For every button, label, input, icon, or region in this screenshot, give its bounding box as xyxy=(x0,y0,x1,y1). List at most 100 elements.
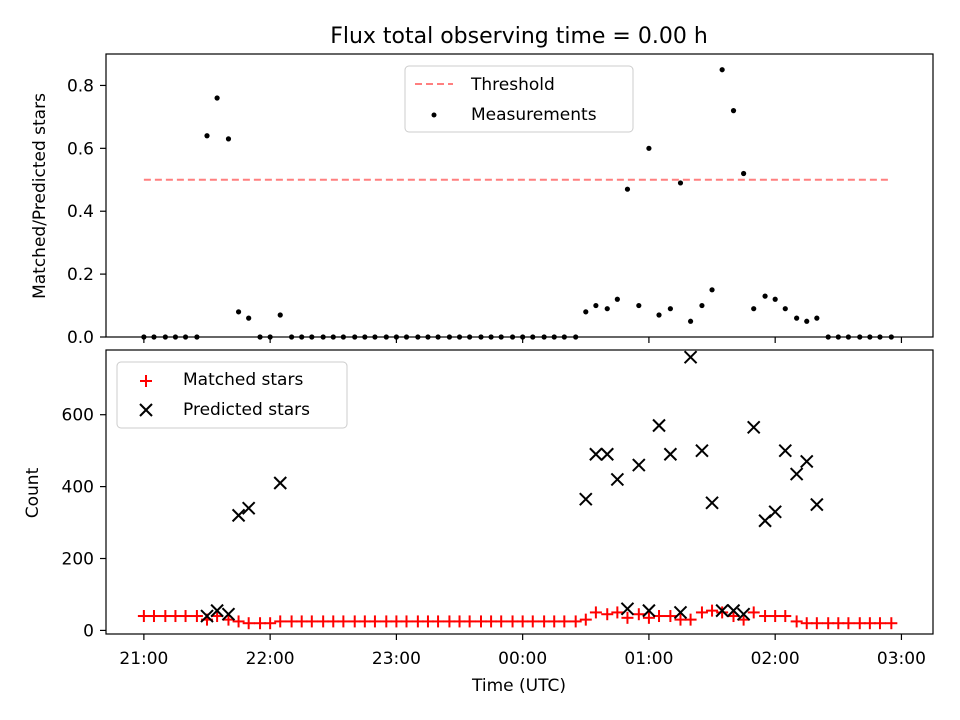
top-y-tick-label: 0.0 xyxy=(67,328,94,348)
measurement-point xyxy=(677,180,684,186)
bottom-panel: 0 200 400 600 21:00 22:00 23:00 00:00 01:00 02:0… xyxy=(23,349,934,696)
matched-star-point xyxy=(232,615,245,628)
legend-predicted-label: Predicted stars xyxy=(183,400,310,420)
bottom-x-tick-label: 23:00 xyxy=(372,649,421,669)
matched-star-point xyxy=(137,610,150,623)
measurement-point xyxy=(782,306,788,312)
matched-star-point xyxy=(769,610,782,623)
matched-star-point xyxy=(695,606,708,619)
predicted-star-point xyxy=(726,603,741,618)
matched-star-point xyxy=(254,617,267,630)
matched-star-point xyxy=(327,615,340,628)
matched-star-point xyxy=(516,615,529,628)
matched-star-point xyxy=(411,615,424,628)
matched-star-point xyxy=(674,613,687,626)
matched-star-point xyxy=(390,615,403,628)
top-panel: Flux total observing time = 0.00 h 0.00.… xyxy=(30,24,934,348)
matched-star-point xyxy=(642,611,655,624)
matched-star-point xyxy=(474,615,487,628)
predicted-star-point xyxy=(768,505,782,519)
matched-star-point xyxy=(800,617,813,630)
predicted-star-point xyxy=(200,609,214,623)
matched-star-point xyxy=(443,615,456,628)
measurement-point xyxy=(709,287,715,293)
matched-star-point xyxy=(842,617,855,630)
matched-star-point xyxy=(885,617,898,630)
measurement-point xyxy=(667,306,673,312)
matched-star-point xyxy=(285,615,298,628)
bottom-x-axis-label: Time (UTC) xyxy=(471,676,566,696)
top-legend-box xyxy=(404,65,634,133)
measurement-point xyxy=(593,302,599,309)
bottom-data-marks xyxy=(137,350,898,630)
measurement-point xyxy=(604,306,610,312)
matched-star-point xyxy=(317,615,330,628)
predicted-star-point xyxy=(683,350,698,364)
predicted-star-point xyxy=(273,476,287,490)
measurement-point xyxy=(225,136,232,142)
bottom-y-axis: 0 200 400 600 xyxy=(62,406,106,641)
matched-star-point xyxy=(400,615,413,628)
matched-star-point xyxy=(853,617,866,630)
bottom-x-tick-label: 22:00 xyxy=(246,649,295,669)
top-y-tick-label: 0.8 xyxy=(67,76,94,96)
matched-star-point xyxy=(790,615,803,628)
top-data-marks xyxy=(141,67,894,340)
matched-star-point xyxy=(169,610,182,623)
measurement-point xyxy=(687,318,694,324)
matched-star-point xyxy=(589,606,602,619)
predicted-star-point xyxy=(610,472,625,487)
legend-predicted-marker xyxy=(139,403,153,417)
predicted-star-point xyxy=(231,508,246,523)
matched-star-point xyxy=(432,615,445,628)
matched-star-point xyxy=(295,615,308,628)
predicted-star-point xyxy=(600,447,614,461)
predicted-star-point xyxy=(695,443,709,458)
matched-star-point xyxy=(664,610,677,623)
matched-star-point xyxy=(147,610,160,623)
predicted-star-point xyxy=(579,492,593,506)
predicted-star-point xyxy=(810,497,824,512)
matched-star-point xyxy=(579,613,592,626)
predicted-star-point xyxy=(589,447,603,461)
bottom-x-tick-label: 21:00 xyxy=(119,649,168,669)
predicted-star-point xyxy=(652,418,666,433)
matched-star-point xyxy=(706,604,719,617)
measurement-point xyxy=(277,312,283,318)
matched-star-point xyxy=(716,606,729,619)
matched-star-point xyxy=(863,617,876,630)
matched-star-point xyxy=(348,615,361,628)
matched-star-point xyxy=(747,606,760,619)
measurement-point xyxy=(804,318,810,324)
top-y-axis-label: Matched/Predicted stars xyxy=(30,93,50,299)
matched-star-point xyxy=(190,610,203,623)
matched-star-point xyxy=(832,617,845,630)
predicted-star-point xyxy=(210,603,224,618)
measurement-point xyxy=(636,302,642,309)
matched-star-point xyxy=(810,617,823,630)
bottom-y-tick-label: 400 xyxy=(62,478,94,498)
matched-star-point xyxy=(538,615,551,628)
matched-star-point xyxy=(264,617,277,630)
matched-star-point xyxy=(421,615,434,628)
bottom-x-axis: 21:00 22:00 23:00 00:00 01:00 02:00 03:00 xyxy=(119,634,926,669)
matched-star-point xyxy=(368,615,381,628)
measurement-point xyxy=(741,170,747,177)
matched-star-point xyxy=(526,615,539,628)
predicted-star-point xyxy=(736,607,751,621)
bottom-axes-frame xyxy=(105,349,934,635)
measurement-point xyxy=(730,108,737,114)
top-y-tick-label: 0.6 xyxy=(67,139,94,159)
measurement-point xyxy=(719,67,725,73)
bottom-x-tick-label: 02:00 xyxy=(751,649,800,669)
measurement-point xyxy=(794,315,800,321)
matched-star-point xyxy=(779,610,792,623)
matched-star-point xyxy=(611,606,624,619)
legend-matched-label: Matched stars xyxy=(183,370,303,390)
matched-star-point xyxy=(305,615,318,628)
matched-star-point xyxy=(453,615,466,628)
measurement-point xyxy=(235,309,242,315)
bottom-x-tick-label: 01:00 xyxy=(624,649,673,669)
measurement-point xyxy=(214,95,220,101)
predicted-star-point xyxy=(221,607,236,621)
